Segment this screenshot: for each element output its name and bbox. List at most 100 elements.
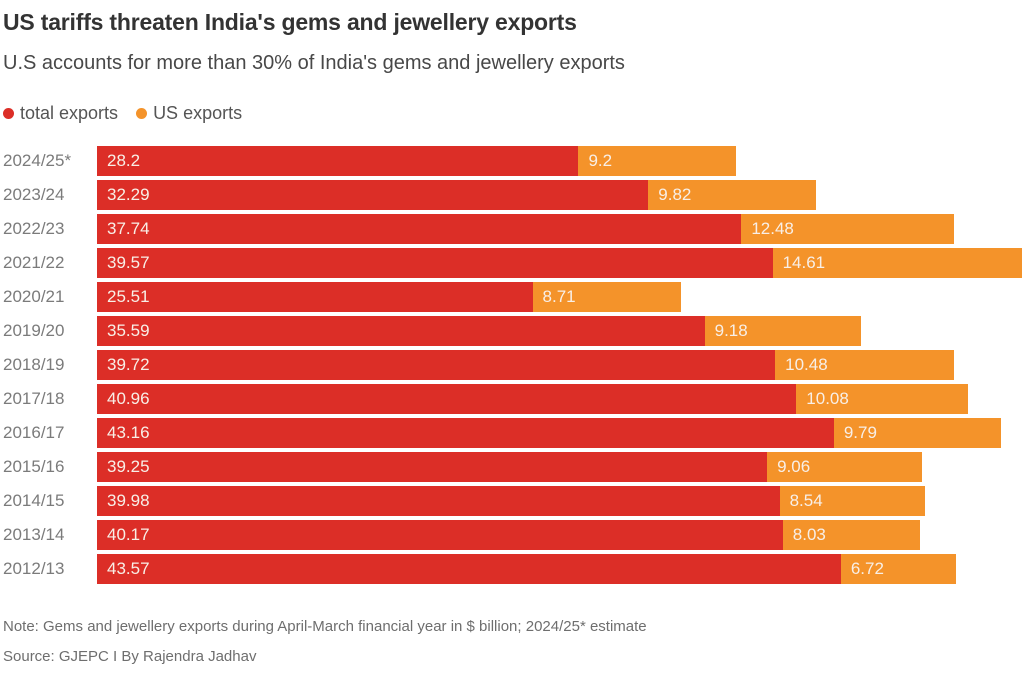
category-label: 2015/16 xyxy=(3,457,65,476)
chart-row: 2015/16 39.25 9.06 xyxy=(3,452,1022,482)
legend-dot-us-exports-icon xyxy=(136,107,148,119)
total-exports-bar: 39.25 xyxy=(97,452,768,482)
us-exports-value-label: 9.2 xyxy=(588,151,613,170)
us-exports-value-label: 8.71 xyxy=(542,287,576,306)
chart-row: 2014/15 39.98 8.54 xyxy=(3,486,1022,516)
chart-row: 2023/24 32.29 9.82 xyxy=(3,180,1022,210)
chart-row: 2019/20 35.59 9.18 xyxy=(3,316,1022,346)
bar-track: 40.96 10.08 xyxy=(97,384,1022,414)
category-label: 2017/18 xyxy=(3,389,65,408)
category-label: 2024/25* xyxy=(3,151,72,170)
us-exports-bar: 12.48 xyxy=(741,214,955,244)
bar-track: 40.17 8.03 xyxy=(97,520,1022,550)
bar-track: 28.2 9.2 xyxy=(97,146,1022,176)
chart-source: Source: GJEPC I By Rajendra Jadhav xyxy=(3,648,257,665)
legend-item-us-exports: US exports xyxy=(136,103,242,124)
chart-row: 2018/19 39.72 10.48 xyxy=(3,350,1022,380)
us-exports-bar: 10.48 xyxy=(775,350,955,380)
page-subtitle: U.S accounts for more than 30% of India'… xyxy=(3,52,625,74)
us-exports-bar: 9.06 xyxy=(767,452,922,482)
us-exports-value-label: 9.82 xyxy=(658,185,692,204)
us-exports-value-label: 9.06 xyxy=(777,457,811,476)
total-exports-value-label: 39.57 xyxy=(107,253,150,272)
total-exports-bar: 37.74 xyxy=(97,214,742,244)
total-exports-value-label: 43.16 xyxy=(107,423,150,442)
bar-track: 39.98 8.54 xyxy=(97,486,1022,516)
stacked-bar-chart: 2024/25* 28.2 9.2 2023/24 32.29 9.82 2022/23 37… xyxy=(3,146,1022,584)
category-label: 2020/21 xyxy=(3,287,65,306)
total-exports-value-label: 32.29 xyxy=(107,185,150,204)
total-exports-value-label: 39.72 xyxy=(107,355,150,374)
category-label: 2012/13 xyxy=(3,559,65,578)
us-exports-bar: 14.61 xyxy=(772,248,1022,278)
bar-track: 43.16 9.79 xyxy=(97,418,1022,448)
bar-track: 39.57 14.61 xyxy=(97,248,1022,278)
total-exports-value-label: 40.17 xyxy=(107,525,150,544)
category-label: 2016/17 xyxy=(3,423,65,442)
total-exports-bar: 35.59 xyxy=(97,316,705,346)
us-exports-bar: 9.18 xyxy=(704,316,862,346)
bar-track: 39.72 10.48 xyxy=(97,350,1022,380)
legend-item-total-exports: total exports xyxy=(3,103,118,124)
chart-row: 2017/18 40.96 10.08 xyxy=(3,384,1022,414)
category-label: 2023/24 xyxy=(3,185,65,204)
us-exports-value-label: 10.48 xyxy=(785,355,828,374)
us-exports-value-label: 6.72 xyxy=(850,559,884,578)
chart-row: 2022/23 37.74 12.48 xyxy=(3,214,1022,244)
category-label: 2019/20 xyxy=(3,321,65,340)
total-exports-value-label: 35.59 xyxy=(107,321,150,340)
us-exports-bar: 8.71 xyxy=(532,282,682,312)
total-exports-value-label: 37.74 xyxy=(107,219,150,238)
total-exports-bar: 28.2 xyxy=(97,146,579,176)
bar-track: 35.59 9.18 xyxy=(97,316,1022,346)
us-exports-bar: 9.82 xyxy=(648,180,816,210)
category-label: 2018/19 xyxy=(3,355,65,374)
category-label: 2014/15 xyxy=(3,491,65,510)
legend: total exports US exports xyxy=(3,103,1022,123)
us-exports-value-label: 9.79 xyxy=(843,423,877,442)
total-exports-value-label: 25.51 xyxy=(107,287,150,306)
total-exports-bar: 25.51 xyxy=(97,282,533,312)
chart-row: 2016/17 43.16 9.79 xyxy=(3,418,1022,448)
total-exports-bar: 43.57 xyxy=(97,554,841,584)
total-exports-value-label: 40.96 xyxy=(107,389,150,408)
us-exports-value-label: 14.61 xyxy=(782,253,826,272)
chart-row: 2024/25* 28.2 9.2 xyxy=(3,146,1022,176)
legend-dot-total-exports-icon xyxy=(3,107,14,119)
total-exports-bar: 40.96 xyxy=(97,384,797,414)
chart-row: 2020/21 25.51 8.71 xyxy=(3,282,1022,312)
bar-track: 43.57 6.72 xyxy=(97,554,1022,584)
total-exports-bar: 39.57 xyxy=(97,248,773,278)
legend-label-total-exports: total exports xyxy=(20,102,119,123)
page-title: US tariffs threaten India's gems and jew… xyxy=(3,9,577,35)
us-exports-bar: 9.79 xyxy=(833,418,1001,448)
category-label: 2022/23 xyxy=(3,219,65,238)
bar-track: 25.51 8.71 xyxy=(97,282,1022,312)
legend-label-us-exports: US exports xyxy=(153,102,243,123)
total-exports-value-label: 39.25 xyxy=(107,457,150,476)
us-exports-bar: 10.08 xyxy=(796,384,969,414)
total-exports-bar: 39.72 xyxy=(97,350,776,380)
total-exports-value-label: 28.2 xyxy=(107,151,141,170)
chart-row: 2013/14 40.17 8.03 xyxy=(3,520,1022,550)
total-exports-bar: 40.17 xyxy=(97,520,783,550)
us-exports-bar: 8.03 xyxy=(782,520,920,550)
us-exports-bar: 9.2 xyxy=(578,146,736,176)
chart-row: 2012/13 43.57 6.72 xyxy=(3,554,1022,584)
bar-track: 37.74 12.48 xyxy=(97,214,1022,244)
bar-track: 39.25 9.06 xyxy=(97,452,1022,482)
us-exports-value-label: 8.03 xyxy=(792,525,826,544)
category-label: 2021/22 xyxy=(3,253,65,272)
us-exports-value-label: 9.18 xyxy=(714,321,748,340)
total-exports-bar: 39.98 xyxy=(97,486,780,516)
total-exports-bar: 32.29 xyxy=(97,180,649,210)
us-exports-value-label: 12.48 xyxy=(751,219,794,238)
bar-track: 32.29 9.82 xyxy=(97,180,1022,210)
us-exports-value-label: 10.08 xyxy=(806,389,849,408)
total-exports-bar: 43.16 xyxy=(97,418,834,448)
us-exports-bar: 8.54 xyxy=(779,486,926,516)
total-exports-value-label: 43.57 xyxy=(107,559,150,578)
us-exports-value-label: 8.54 xyxy=(789,491,823,510)
chart-row: 2021/22 39.57 14.61 xyxy=(3,248,1022,278)
